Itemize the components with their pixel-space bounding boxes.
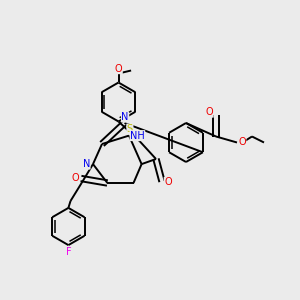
Text: O: O xyxy=(206,107,213,117)
Text: O: O xyxy=(164,177,172,188)
Text: NH: NH xyxy=(130,130,145,141)
Text: N: N xyxy=(83,159,90,169)
Text: S: S xyxy=(127,124,133,134)
Text: F: F xyxy=(66,247,71,257)
Text: O: O xyxy=(238,136,246,147)
Text: O: O xyxy=(115,64,122,74)
Text: N: N xyxy=(122,112,129,122)
Text: O: O xyxy=(72,172,80,183)
